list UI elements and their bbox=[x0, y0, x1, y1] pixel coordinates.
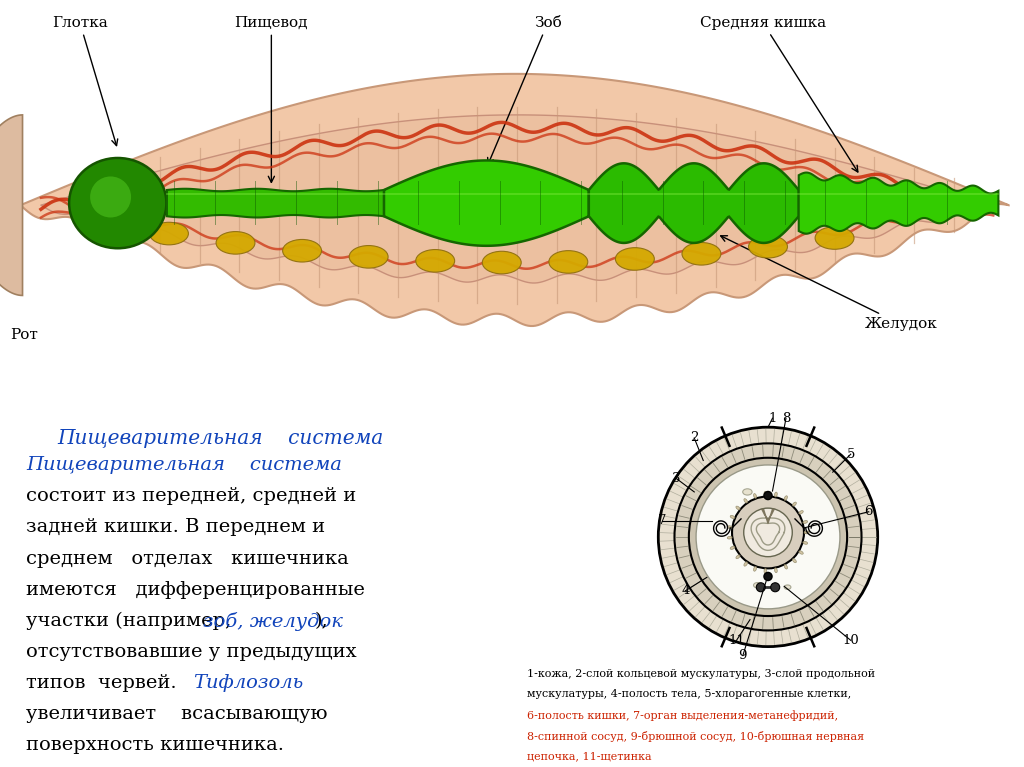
Ellipse shape bbox=[803, 542, 808, 545]
Ellipse shape bbox=[784, 495, 787, 500]
Ellipse shape bbox=[754, 567, 757, 571]
Polygon shape bbox=[799, 173, 998, 234]
Ellipse shape bbox=[90, 176, 131, 218]
Ellipse shape bbox=[349, 245, 388, 268]
Text: 4: 4 bbox=[681, 584, 689, 597]
Ellipse shape bbox=[730, 546, 735, 549]
Text: мускулатуры, 4-полость тела, 5-хлорагогенные клетки,: мускулатуры, 4-полость тела, 5-хлорагоге… bbox=[527, 690, 851, 700]
Ellipse shape bbox=[784, 585, 791, 589]
Text: 1-кожа, 2-слой кольцевой мускулатуры, 3-слой продольной: 1-кожа, 2-слой кольцевой мускулатуры, 3-… bbox=[527, 669, 876, 679]
Ellipse shape bbox=[764, 568, 767, 574]
Ellipse shape bbox=[615, 248, 654, 270]
Text: ),: ), bbox=[314, 611, 328, 630]
Text: цепочка, 11-щетинка: цепочка, 11-щетинка bbox=[527, 752, 652, 762]
Ellipse shape bbox=[793, 558, 797, 563]
Ellipse shape bbox=[774, 492, 777, 497]
Text: 8: 8 bbox=[781, 412, 791, 425]
Text: состоит из передней, средней и: состоит из передней, средней и bbox=[26, 487, 356, 505]
Ellipse shape bbox=[736, 555, 740, 558]
Ellipse shape bbox=[749, 235, 787, 258]
Circle shape bbox=[689, 458, 847, 616]
Text: 7: 7 bbox=[657, 514, 667, 527]
Text: Пищеварительная    система: Пищеварительная система bbox=[26, 456, 342, 474]
Ellipse shape bbox=[799, 511, 803, 514]
Polygon shape bbox=[762, 509, 774, 523]
Text: Глотка: Глотка bbox=[52, 15, 118, 146]
Text: 10: 10 bbox=[843, 634, 859, 647]
Ellipse shape bbox=[784, 565, 787, 569]
Ellipse shape bbox=[754, 583, 762, 588]
Ellipse shape bbox=[793, 502, 797, 506]
Ellipse shape bbox=[815, 227, 854, 249]
Polygon shape bbox=[0, 115, 23, 295]
Ellipse shape bbox=[743, 499, 748, 503]
Polygon shape bbox=[384, 160, 589, 245]
Circle shape bbox=[764, 572, 772, 581]
Text: 5: 5 bbox=[847, 448, 855, 461]
Text: 3: 3 bbox=[672, 472, 681, 485]
Text: участки (например,: участки (например, bbox=[26, 611, 238, 630]
Circle shape bbox=[675, 443, 861, 630]
Ellipse shape bbox=[764, 492, 767, 496]
Polygon shape bbox=[20, 74, 1009, 326]
Text: Тифлозоль: Тифлозоль bbox=[194, 673, 303, 692]
Ellipse shape bbox=[803, 521, 808, 523]
Text: Средняя кишка: Средняя кишка bbox=[699, 15, 858, 172]
Ellipse shape bbox=[730, 515, 735, 518]
Ellipse shape bbox=[727, 536, 732, 539]
Text: имеются   дифференцированные: имеются дифференцированные bbox=[26, 581, 365, 598]
Text: Пищевод: Пищевод bbox=[234, 15, 308, 183]
Ellipse shape bbox=[804, 531, 809, 534]
Text: типов  червей.: типов червей. bbox=[26, 673, 202, 692]
Ellipse shape bbox=[549, 251, 588, 273]
Polygon shape bbox=[589, 163, 799, 243]
Ellipse shape bbox=[83, 212, 122, 235]
Text: увеличивает    всасывающую: увеличивает всасывающую bbox=[26, 705, 328, 723]
Text: 8-спинной сосуд, 9-брюшной сосуд, 10-брюшная нервная: 8-спинной сосуд, 9-брюшной сосуд, 10-брю… bbox=[527, 731, 864, 742]
Text: 1: 1 bbox=[768, 412, 776, 425]
Circle shape bbox=[658, 427, 878, 647]
Text: 9: 9 bbox=[738, 649, 748, 662]
Ellipse shape bbox=[682, 242, 721, 265]
Ellipse shape bbox=[754, 494, 757, 499]
Circle shape bbox=[743, 508, 793, 557]
Polygon shape bbox=[167, 189, 384, 218]
Text: 6: 6 bbox=[864, 505, 873, 518]
Text: отсутствовавшие у предыдущих: отсутствовавшие у предыдущих bbox=[26, 643, 356, 660]
Text: 6-полость кишки, 7-орган выделения-метанефридий,: 6-полость кишки, 7-орган выделения-метан… bbox=[527, 710, 839, 721]
Circle shape bbox=[696, 465, 840, 609]
Text: Рот: Рот bbox=[10, 328, 39, 341]
Text: Желудок: Желудок bbox=[721, 235, 938, 331]
Ellipse shape bbox=[416, 249, 455, 272]
Ellipse shape bbox=[482, 252, 521, 274]
Text: Зоб: Зоб bbox=[487, 15, 562, 164]
Ellipse shape bbox=[150, 222, 188, 245]
Ellipse shape bbox=[216, 232, 255, 254]
Text: 2: 2 bbox=[690, 432, 698, 445]
Circle shape bbox=[757, 583, 765, 592]
Text: поверхность кишечника.: поверхность кишечника. bbox=[26, 736, 284, 754]
Text: Пищеварительная    система: Пищеварительная система bbox=[57, 430, 383, 449]
Ellipse shape bbox=[283, 239, 322, 262]
Circle shape bbox=[764, 492, 772, 499]
Text: 11: 11 bbox=[728, 634, 744, 647]
Ellipse shape bbox=[743, 562, 748, 566]
Circle shape bbox=[771, 583, 779, 592]
Ellipse shape bbox=[804, 531, 809, 534]
Ellipse shape bbox=[727, 525, 732, 528]
Ellipse shape bbox=[774, 568, 777, 573]
Ellipse shape bbox=[742, 489, 753, 495]
Ellipse shape bbox=[736, 506, 740, 510]
Circle shape bbox=[732, 496, 804, 568]
Ellipse shape bbox=[70, 158, 166, 249]
Ellipse shape bbox=[799, 551, 803, 555]
Text: среднем   отделах   кишечника: среднем отделах кишечника bbox=[26, 549, 348, 568]
Polygon shape bbox=[41, 115, 993, 283]
Text: задней кишки. В переднем и: задней кишки. В переднем и bbox=[26, 518, 325, 536]
Text: зоб, желудок: зоб, желудок bbox=[203, 611, 343, 630]
